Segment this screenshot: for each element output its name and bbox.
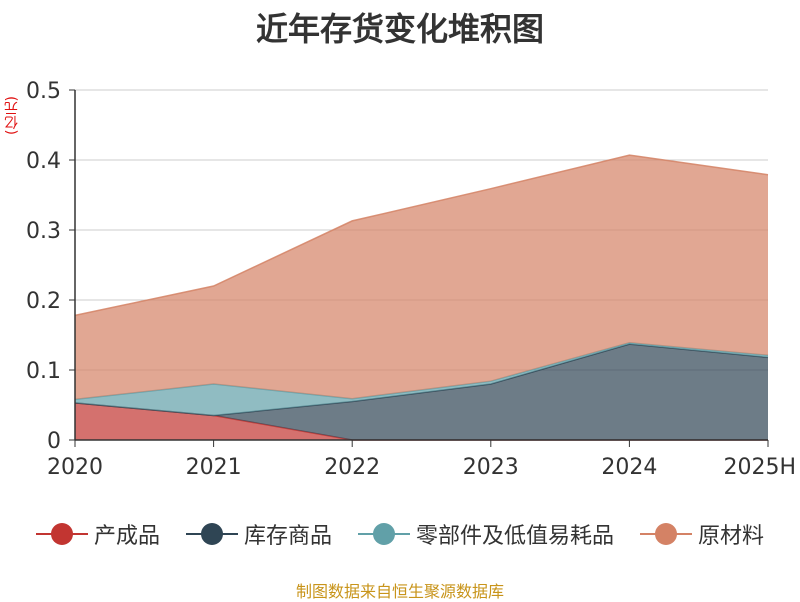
- legend-item[interactable]: 原材料: [640, 518, 764, 550]
- x-tick-label: 2022: [324, 455, 380, 480]
- legend-label: 库存商品: [243, 524, 332, 549]
- y-tick-label: 0.5: [26, 79, 61, 104]
- legend-dot-icon: [655, 523, 678, 545]
- x-tick-label: 2025H: [723, 455, 796, 480]
- legend-item[interactable]: 产成品: [35, 518, 160, 550]
- legend-dot-icon: [50, 523, 73, 545]
- x-tick-label: 2024: [601, 455, 657, 480]
- chart-title: 近年存货变化堆积图: [255, 10, 544, 48]
- area-零部件及低值易耗品: [75, 342, 768, 416]
- line-原材料: [74, 154, 769, 317]
- legend-label: 产成品: [93, 524, 160, 549]
- area-库存商品: [75, 344, 768, 440]
- area-原材料: [75, 155, 768, 400]
- y-tick-label: 0.4: [26, 149, 61, 174]
- x-tick-label: 2023: [463, 455, 519, 480]
- x-tick-label: 2020: [47, 455, 103, 480]
- legend-marker-icon: [640, 522, 693, 546]
- source-note: 制图数据来自恒生聚源数据库: [295, 582, 504, 601]
- y-tick-label: 0.2: [26, 289, 61, 314]
- legend-dot-icon: [200, 523, 223, 545]
- legend-marker-icon: [358, 522, 410, 546]
- legend-marker-icon: [185, 522, 238, 546]
- chart-legend[interactable]: 产成品 库存商品 零部件及低值易耗品 原材料: [0, 518, 800, 550]
- legend-marker-icon: [35, 522, 88, 546]
- legend-dot-icon: [373, 523, 395, 545]
- legend-label: 零部件及低值易耗品: [416, 524, 615, 549]
- legend-item[interactable]: 库存商品: [185, 518, 332, 550]
- legend-item[interactable]: 零部件及低值易耗品: [358, 518, 614, 550]
- area-产成品: [75, 402, 768, 440]
- y-tick-label: 0: [47, 429, 61, 454]
- y-tick-label: 0.3: [26, 219, 61, 244]
- legend-label: 原材料: [698, 524, 765, 549]
- y-tick-label: 0.1: [26, 359, 61, 384]
- x-tick-label: 2021: [186, 455, 242, 480]
